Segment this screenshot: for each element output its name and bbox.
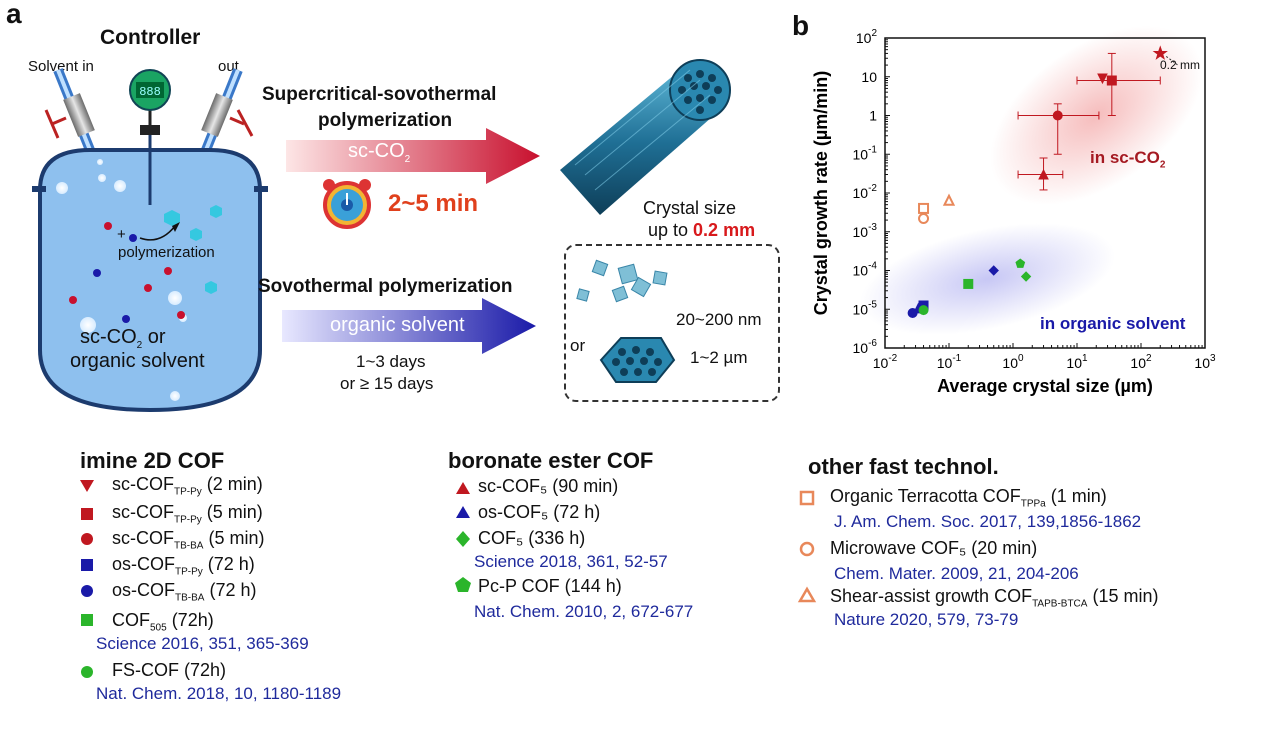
legend-marker-triangle-down-red (80, 480, 94, 492)
legend-marker-triangle-red (456, 482, 470, 494)
legend-marker-square-blue (81, 559, 93, 571)
legend-g1-item-4: os-COFTP-Py (72 h) (112, 554, 255, 578)
reaction-label: polymerization (118, 244, 215, 261)
data-point-8 (963, 278, 974, 289)
reaction-plus: + (117, 226, 126, 243)
crystal-rod-image (560, 59, 731, 215)
vessel-body (38, 148, 262, 413)
data-point-1 (1106, 75, 1117, 86)
crystal-size-label-1: Crystal size (643, 198, 737, 218)
route1-title-2: polymerization (318, 110, 453, 131)
vessel-medium-1: sc-CO2 or (80, 326, 166, 351)
route2-arrow-label: organic solvent (330, 314, 465, 336)
legend-g3-item-3: Shear-assist growth COFTAPB-BTCA (15 min… (830, 586, 1159, 610)
data-point-9 (918, 305, 929, 316)
small-crystals-box (564, 244, 780, 402)
data-point-11 (1015, 258, 1026, 268)
panel-a-label: a (6, 0, 22, 29)
legend-g3-ref-2: Chem. Mater. 2009, 21, 204-206 (834, 564, 1079, 583)
svg-text:888: 888 (139, 85, 161, 99)
legend-g2-ref-1: Science 2018, 361, 52-57 (474, 552, 668, 571)
legend-group2-title: boronate ester COF (448, 448, 654, 473)
small-crystals-image (576, 259, 668, 303)
controller-label: Controller (100, 26, 201, 49)
y-axis-label: Crystal growth rate (µm/min) (811, 71, 831, 315)
legend-marker-square-red (81, 508, 93, 520)
data-point-2 (1052, 110, 1063, 121)
alarm-clock-icon (323, 179, 371, 229)
y-tick-label-7: 10 (861, 69, 877, 85)
data-point-14 (918, 212, 930, 224)
legend-g1-item-6: COF505 (72h) (112, 610, 214, 634)
region-organic-label: in organic solvent (1040, 314, 1186, 333)
legend-group1-title: imine 2D COF (80, 448, 225, 473)
legend-g1-ref-1: Science 2016, 351, 365-369 (96, 634, 309, 653)
data-point-3 (1038, 168, 1049, 180)
legend-g2-item-1: sc-COF₅ (90 min) (478, 476, 619, 496)
legend-g1-item-7: FS-COF (72h) (112, 660, 227, 680)
data-point-13 (918, 202, 930, 214)
region-sc-label: in sc-CO2 (1090, 148, 1166, 171)
legend-marker-diamond-green (456, 531, 470, 547)
legend-marker-square-green (81, 614, 93, 626)
legend-g1-item-2: sc-COFTP-Py (5 min) (112, 502, 263, 526)
legend-group3-title: other fast technol. (808, 454, 999, 479)
vessel-medium-2: organic solvent (70, 350, 205, 372)
legend-g3-ref-3: Nature 2020, 579, 73-79 (834, 610, 1019, 629)
honeycomb-size: 1~2 µm (690, 348, 748, 367)
controller-display: 888 (129, 69, 171, 135)
legend-marker-circle-orange (799, 541, 815, 557)
legend-g2-item-4: Pc-P COF (144 h) (478, 576, 622, 596)
x-axis-label: Average crystal size (µm) (937, 376, 1153, 396)
legend-marker-square-orange (799, 490, 815, 506)
legend-g3-ref-1: J. Am. Chem. Soc. 2017, 139,1856-1862 (834, 512, 1142, 531)
scatter-chart: 10-2 10-1 100 101 102 10310-610-510-410-310-2… (811, 25, 1216, 396)
route2-title: Sovothermal polymerization (258, 276, 513, 297)
route1-arrow (286, 128, 540, 184)
route2-time-1: 1~3 days (356, 352, 426, 371)
route1-title-1: Supercritical-sovothermal (262, 84, 497, 105)
star-note: 0.2 mm (1160, 58, 1201, 72)
legend-g2-item-3: COF₅ (336 h) (478, 528, 586, 548)
legend-g3-item-2: Microwave COF₅ (20 min) (830, 538, 1038, 558)
crystal-size-label-2: up to 0.2 mm (648, 220, 756, 240)
legend-g2-ref-2: Nat. Chem. 2010, 2, 672-677 (474, 602, 694, 621)
solvent-in-label: Solvent in (28, 58, 94, 75)
route2-time-2: or ≥ 15 days (340, 374, 434, 393)
outlet-pipe (201, 68, 254, 152)
legend-g2-item-2: os-COF₅ (72 h) (478, 502, 601, 522)
data-point-15 (942, 193, 956, 206)
legend-g1-item-3: sc-COFTB-BA (5 min) (112, 528, 265, 552)
legend-marker-circle-red (81, 533, 93, 545)
data-point-12 (988, 265, 999, 276)
star-note-leader (1165, 56, 1179, 66)
honeycomb-crystal-image (599, 337, 676, 383)
small-crystal-size: 20~200 nm (676, 310, 762, 329)
panel-b-label: b (792, 10, 810, 41)
route1-time: 2~5 min (388, 190, 479, 217)
data-point-10 (1020, 271, 1032, 282)
reactor-vessel: 888 (32, 68, 268, 413)
legend-marker-circle-blue (81, 585, 93, 597)
legend-marker-pentagon-green (455, 577, 471, 592)
legend-marker-triangle-blue (456, 506, 470, 518)
legend-g3-item-1: Organic Terracotta COFTPPa (1 min) (830, 486, 1107, 510)
route2-arrow (282, 298, 536, 354)
route1-arrow-label: sc-CO2 (348, 140, 411, 165)
data-point-0 (1097, 73, 1108, 85)
inlet-pipe (44, 68, 95, 152)
data-point-4 (1152, 45, 1168, 60)
or-label: or (570, 336, 586, 355)
legend-marker-triangle-orange (797, 586, 817, 603)
y-tick-label-6: 1 (869, 108, 877, 124)
legend-g1-item-1: sc-COFTP-Py (2 min) (112, 474, 263, 498)
legend-marker-circle-green (81, 666, 93, 678)
legend-g1-ref-2: Nat. Chem. 2018, 10, 1180-1189 (96, 684, 342, 703)
legend-g1-item-5: os-COFTB-BA (72 h) (112, 580, 257, 604)
